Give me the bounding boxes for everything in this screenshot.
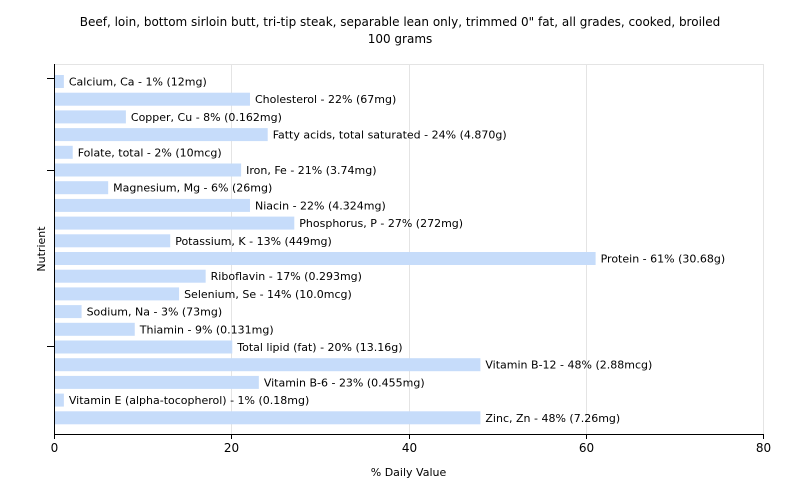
chart-title: Beef, loin, bottom sirloin butt, tri-tip… [79, 15, 721, 29]
bar-label: Cholesterol - 22% (67mg) [255, 93, 396, 106]
bar-label: Niacin - 22% (4.324mg) [255, 199, 386, 212]
bar-label: Sodium, Na - 3% (73mg) [87, 306, 223, 319]
x-tick-label: 60 [579, 441, 594, 455]
bar [55, 375, 259, 389]
bar [55, 163, 242, 177]
bar-label: Vitamin B-6 - 23% (0.455mg) [264, 376, 425, 389]
bar [55, 75, 64, 88]
bar [55, 128, 268, 142]
bar [55, 322, 135, 336]
bar-label: Protein - 61% (30.68g) [601, 253, 726, 266]
bar [55, 287, 180, 301]
x-tick-label: 0 [51, 441, 59, 455]
bar-label: Riboflavin - 17% (0.293mg) [211, 270, 362, 283]
bar-label: Selenium, Se - 14% (10.0mcg) [184, 288, 352, 301]
bar [55, 358, 481, 372]
bar [55, 145, 73, 159]
bar-label: Magnesium, Mg - 6% (26mg) [113, 182, 272, 195]
bar [55, 340, 233, 354]
x-tick-label: 20 [224, 441, 239, 455]
bar-label: Folate, total - 2% (10mcg) [78, 146, 222, 159]
bar-label: Copper, Cu - 8% (0.162mg) [131, 111, 282, 124]
bar-label: Zinc, Zn - 48% (7.26mg) [485, 412, 620, 425]
bar [55, 216, 295, 230]
y-axis-title: Nutrient [35, 226, 48, 272]
bar [55, 92, 250, 106]
bar [55, 305, 82, 319]
bar-label: Potassium, K - 13% (449mg) [175, 235, 332, 248]
grid-lines [54, 64, 764, 434]
bar [55, 411, 481, 425]
bar [55, 234, 171, 248]
bar [55, 198, 250, 212]
bar-labels: Calcium, Ca - 1% (12mg) Cholesterol - 22%… [69, 76, 725, 425]
bar-label: Phosphorus, P - 27% (272mg) [299, 217, 463, 230]
bar-label: Vitamin E (alpha-tocopherol) - 1% (0.18m… [69, 394, 309, 407]
bar-label: Calcium, Ca - 1% (12mg) [69, 76, 207, 89]
chart-subtitle: 100 grams [367, 32, 433, 46]
bar [55, 110, 126, 124]
x-axis-title: % Daily Value [371, 466, 447, 479]
bar-label: Vitamin B-12 - 48% (2.88mcg) [485, 359, 652, 372]
bar [55, 269, 206, 283]
bar [55, 393, 64, 407]
bars [55, 75, 596, 425]
bar [55, 252, 596, 265]
x-tick-label: 80 [756, 441, 771, 455]
x-tick-label: 40 [402, 441, 417, 455]
bar-label: Iron, Fe - 21% (3.74mg) [246, 164, 376, 177]
bar-label: Total lipid (fat) - 20% (13.16g) [236, 341, 402, 354]
bar-label: Fatty acids, total saturated - 24% (4.87… [273, 129, 507, 142]
bar-label: Thiamin - 9% (0.131mg) [139, 323, 274, 336]
axes: 0 20 40 60 80 [47, 64, 771, 455]
bar [55, 181, 109, 195]
